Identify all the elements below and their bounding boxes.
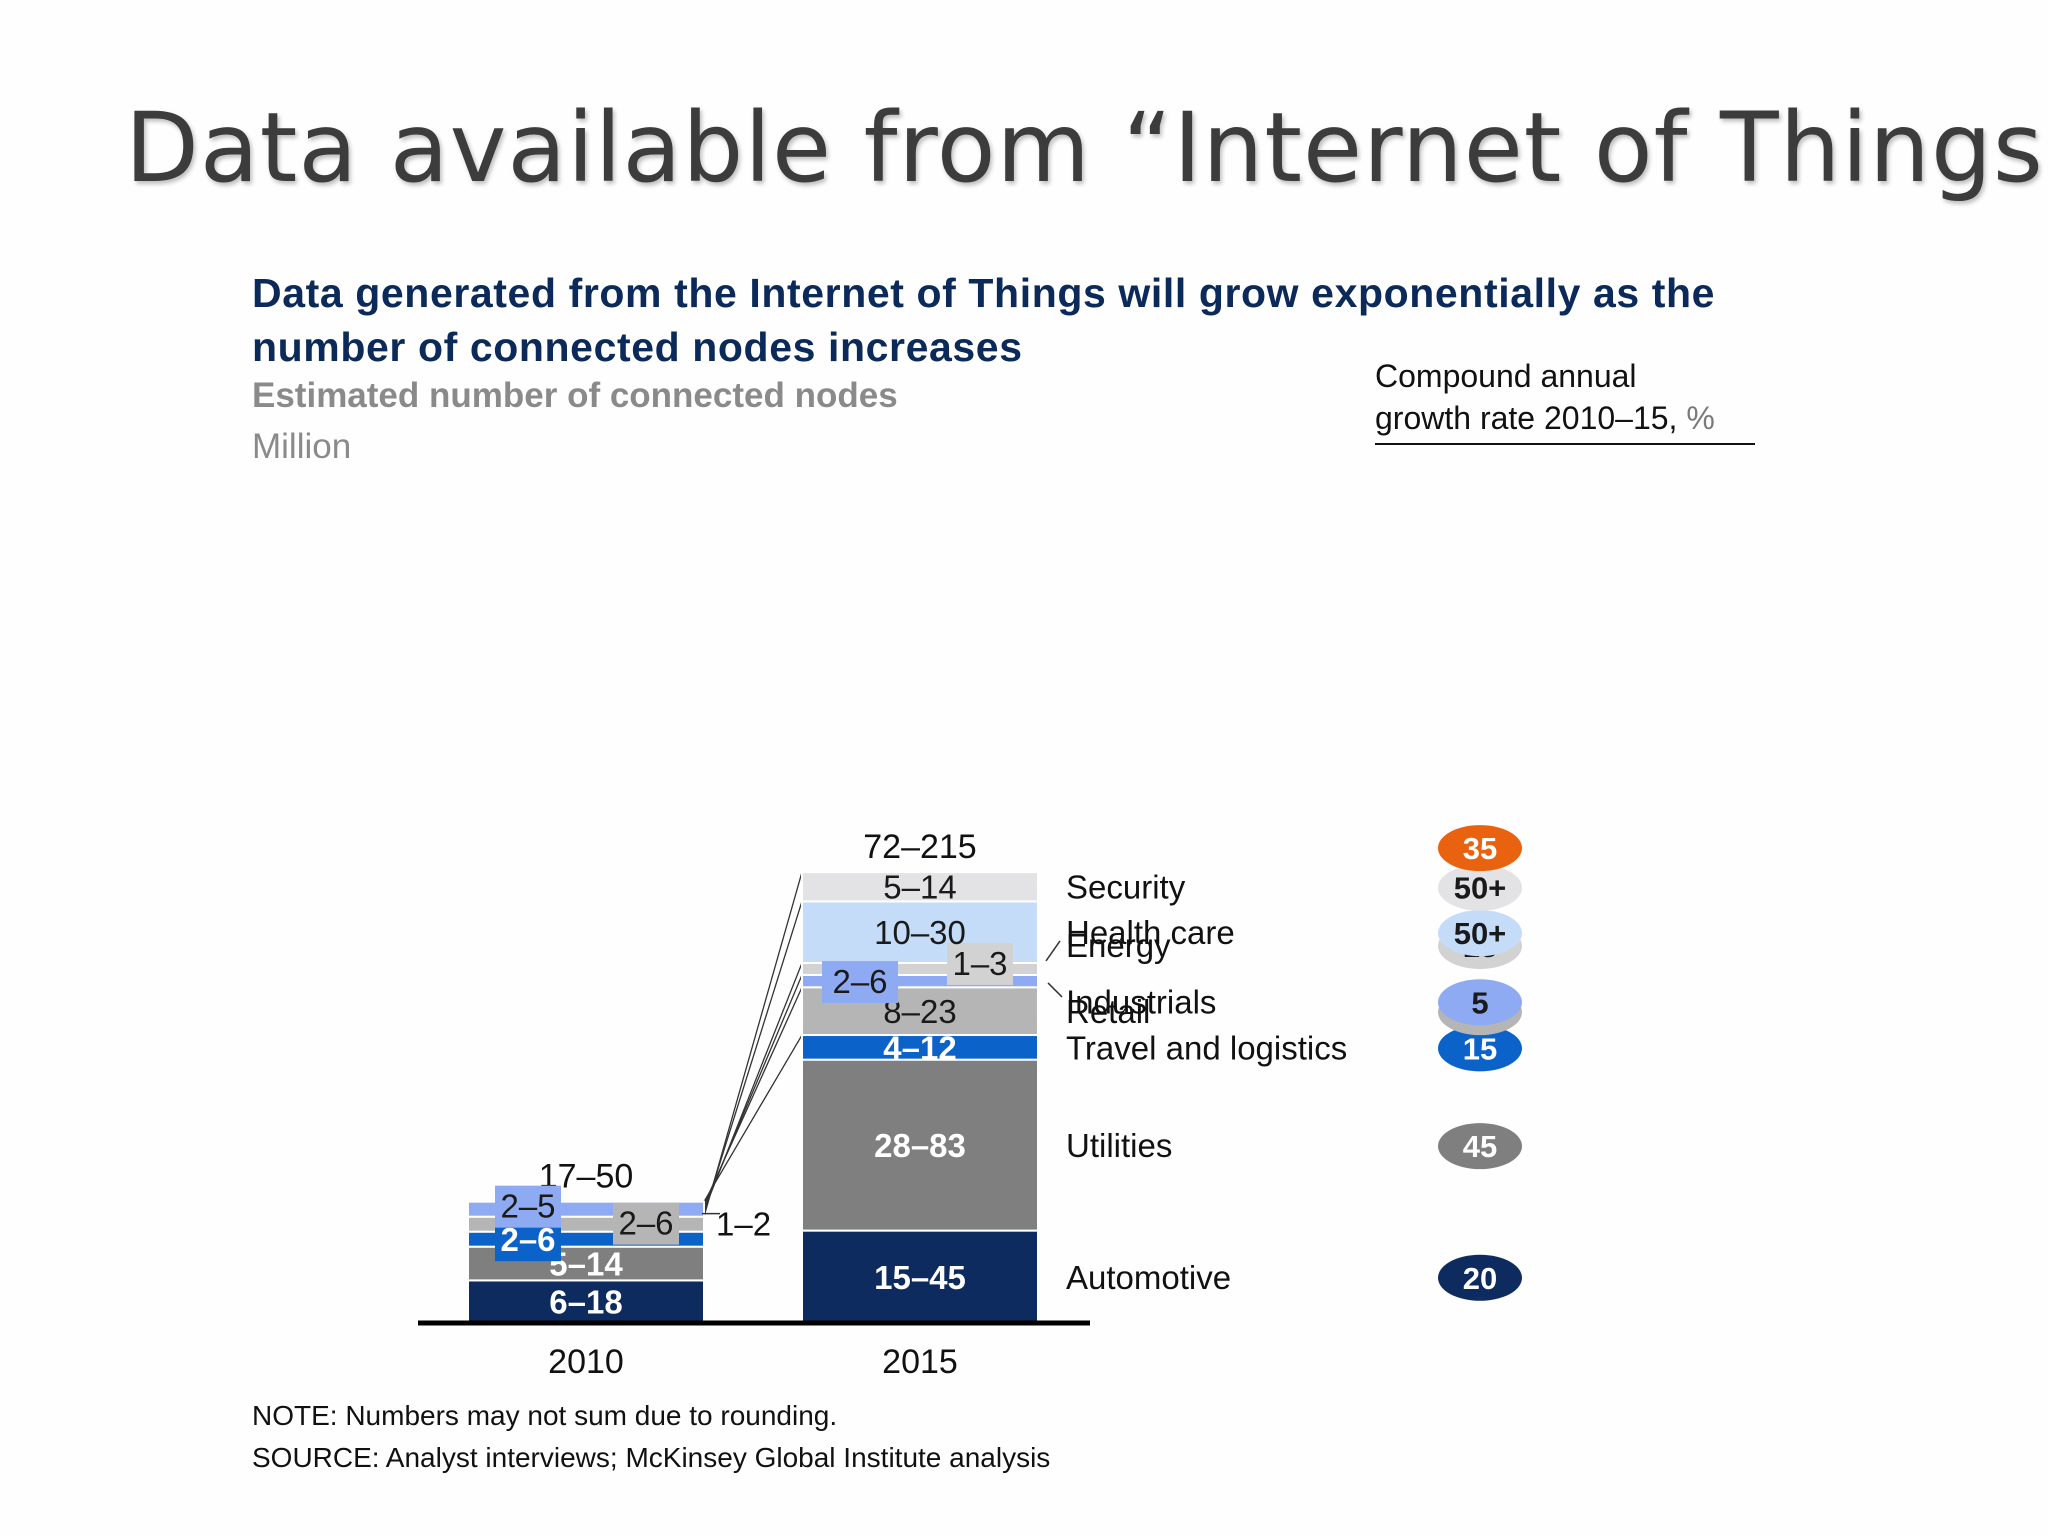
total-label-2015: 72–215 — [863, 828, 976, 866]
series-label-health-care: Health care — [1066, 914, 1235, 951]
bar-2015-security — [801, 871, 1039, 903]
source-text: SOURCE: Analyst interviews; McKinsey Glo… — [252, 1442, 1051, 1473]
cagr-value-security: 50+ — [1454, 871, 1507, 906]
series-label-automotive: Automotive — [1066, 1259, 1231, 1296]
value-label-2010-industrials: 2–5 — [500, 1188, 555, 1225]
cagr-unit: % — [1686, 400, 1715, 436]
series-label-energy: Energy — [1066, 927, 1171, 964]
chart-unit: Million — [252, 427, 352, 466]
chart-subtitle: Estimated number of connected nodes — [252, 376, 898, 415]
value-label-2010-retail: 2–6 — [618, 1205, 673, 1242]
value-label-2015-utilities: 28–83 — [874, 1127, 966, 1164]
cagr-header: Compound annual growth rate 2010–15, % — [1375, 355, 1755, 445]
connector-line-security — [703, 871, 803, 1217]
series-label-security: Security — [1066, 869, 1186, 906]
bar-2010-automotive — [467, 1279, 705, 1325]
cagr-value-utilities: 45 — [1463, 1129, 1497, 1164]
value-label-2015-security: 5–14 — [883, 869, 956, 906]
series-label-utilities: Utilities — [1066, 1127, 1172, 1164]
x-tick-label-2015: 2015 — [882, 1343, 958, 1381]
bar-2015-health-care — [801, 900, 1039, 964]
cagr-value-health-care: 50+ — [1454, 916, 1507, 951]
bar-2015-automotive — [801, 1229, 1039, 1324]
note-text: NOTE: Numbers may not sum due to roundin… — [252, 1400, 838, 1431]
callout-label-2010: 1–2 — [716, 1206, 771, 1243]
connector-line-energy — [703, 962, 803, 1211]
cagr-value-travel-and-logistics: 15 — [1463, 1031, 1497, 1066]
value-label-2015-travel-and-logistics: 4–12 — [883, 1029, 956, 1066]
cagr-pill-security — [1438, 864, 1522, 911]
series-label-travel-and-logistics: Travel and logistics — [1066, 1029, 1347, 1066]
cagr-value-automotive: 20 — [1463, 1261, 1497, 1296]
footnotes: NOTE: Numbers may not sum due to roundin… — [252, 1395, 1050, 1479]
series-label-industrials: Industrials — [1066, 983, 1216, 1020]
cagr-pill-travel-and-logistics — [1438, 1025, 1522, 1072]
cagr-pill-utilities — [1438, 1123, 1522, 1170]
value-label-2015-automotive: 15–45 — [874, 1259, 966, 1296]
connector-line-travel-and-logistics — [703, 1034, 803, 1203]
slide-title: Data available from “Internet of Things” — [125, 92, 2048, 204]
industrials-leader — [1047, 982, 1063, 998]
value-label-2015-industrials: 2–6 — [832, 963, 887, 1000]
value-label-2010-utilities: 5–14 — [549, 1246, 623, 1283]
connector-line-health-care — [703, 901, 803, 1214]
cagr-header-line2: growth rate 2010–15, — [1375, 400, 1678, 436]
cagr-pill-industrials — [1438, 979, 1522, 1026]
value-box-2015-industrials — [822, 961, 898, 1004]
cagr-value-industrials: 5 — [1471, 985, 1488, 1020]
bar-2015-travel-and-logistics — [801, 1034, 1039, 1061]
chart-title: Data generated from the Internet of Thin… — [252, 270, 1716, 370]
cagr-pill-health-care — [1438, 910, 1522, 957]
value-box-2015-energy — [947, 942, 1013, 985]
cagr-value-total: 35 — [1463, 831, 1497, 866]
value-box-2010-retail — [613, 1202, 679, 1245]
x-tick-label-2010: 2010 — [548, 1343, 624, 1381]
energy-leader — [1045, 940, 1061, 962]
cagr-pill-automotive — [1438, 1254, 1522, 1301]
value-label-2010-automotive: 6–18 — [549, 1284, 622, 1321]
cagr-pill-total — [1438, 825, 1522, 872]
value-label-2015-energy: 1–3 — [952, 945, 1007, 982]
value-label-2015-health-care: 10–30 — [874, 914, 966, 951]
value-box-2010-industrials — [495, 1185, 561, 1228]
cagr-header-line1: Compound annual — [1375, 358, 1637, 394]
series-label-retail: Retail — [1066, 993, 1150, 1030]
